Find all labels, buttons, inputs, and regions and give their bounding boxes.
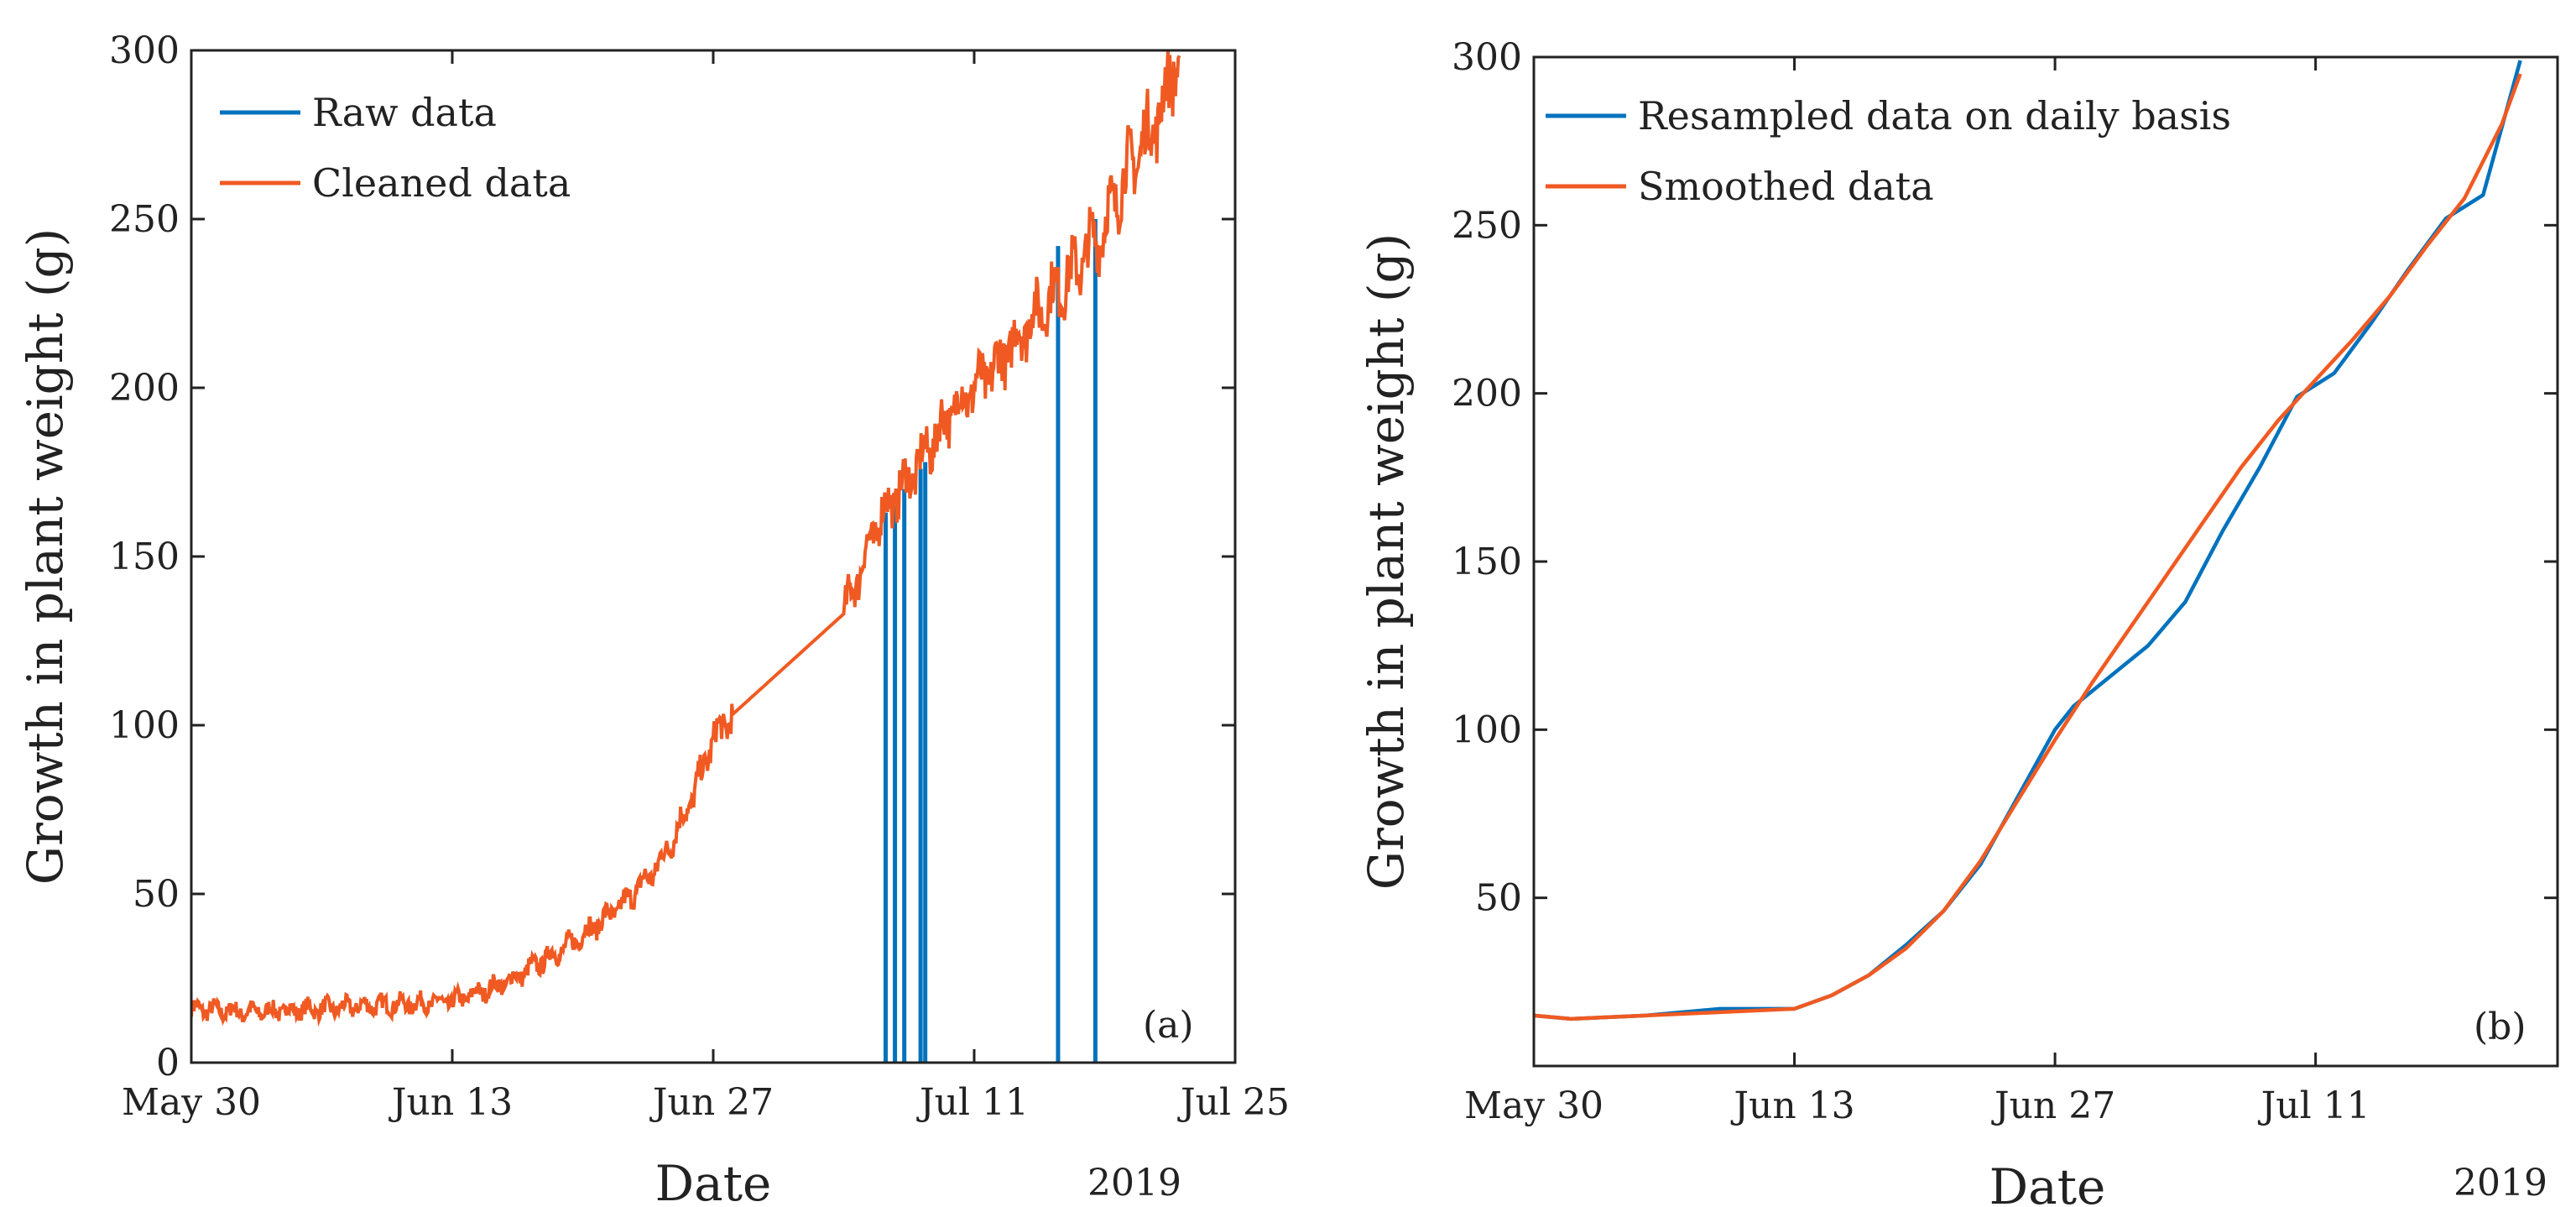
x-tick-label: May 30 [122, 1081, 261, 1124]
y-tick-label: 250 [1452, 204, 1522, 247]
series-line-smoothed-data [1534, 73, 2522, 1022]
y-tick-label: 250 [109, 198, 180, 241]
legend-label-resampled: Resampled data on daily basis [1638, 93, 2231, 138]
series-line-cleaned-data [191, 50, 1181, 1027]
x-tick-label: Jun 27 [1991, 1084, 2115, 1127]
y-tick-label: 200 [109, 367, 180, 410]
y-tick-label: 50 [1475, 877, 1522, 920]
panel-b-legend: Resampled data on daily basis Smoothed d… [1546, 93, 2231, 209]
x-tick-label: Jun 13 [1730, 1084, 1854, 1127]
y-tick-label: 50 [133, 873, 180, 916]
x-tick-label: Jul 25 [1177, 1081, 1290, 1124]
panel-b-ticks: 50 100 150 200 250 300 May 30 Jun 13 Jun 27 Jul 1… [1452, 36, 2558, 1127]
panel-b-year-label: 2019 [2453, 1162, 2547, 1204]
y-tick-label: 200 [1452, 373, 1522, 415]
legend-label-smoothed: Smoothed data [1638, 164, 1934, 209]
y-tick-label: 300 [109, 29, 180, 72]
panel-a-ticks: 0 50 100 150 200 250 300 May 30 Jun 13 Jun 27 Jul … [109, 29, 1290, 1124]
legend-label-cleaned: Cleaned data [312, 160, 571, 206]
panel-b-plot-area [1534, 60, 2522, 1022]
x-tick-label: Jun 13 [388, 1081, 513, 1124]
panel-b: 50 100 150 200 250 300 May 30 Jun 13 Jun 27 Jul 1… [1358, 36, 2559, 1207]
panel-a-tag: (a) [1143, 1004, 1194, 1047]
panel-a-year-label: 2019 [1087, 1162, 1181, 1204]
y-tick-label: 300 [1452, 36, 1522, 79]
x-tick-label: Jul 11 [2258, 1084, 2370, 1127]
panel-a-y-axis-label: Growth in plant weight (g) [17, 228, 74, 886]
panel-b-tag: (b) [2474, 1006, 2526, 1048]
y-tick-label: 150 [1452, 541, 1522, 583]
y-tick-label: 150 [109, 536, 180, 578]
panel-a-legend: Raw data Cleaned data [220, 90, 571, 206]
y-tick-label: 0 [156, 1042, 180, 1084]
x-tick-label: Jul 11 [916, 1081, 1029, 1124]
y-tick-label: 100 [109, 704, 180, 747]
legend-label-raw: Raw data [312, 90, 497, 135]
y-tick-label: 100 [1452, 708, 1522, 751]
panel-a-plot-area [191, 50, 1181, 1063]
panel-a-x-axis-label: Date [655, 1155, 772, 1207]
x-tick-label: May 30 [1464, 1084, 1603, 1127]
panel-a: 0 50 100 150 200 250 300 May 30 Jun 13 Jun 27 Jul … [17, 29, 1290, 1207]
panel-b-x-axis-label: Date [1989, 1158, 2106, 1207]
x-tick-label: Jun 27 [649, 1081, 774, 1124]
panel-b-y-axis-label: Growth in plant weight (g) [1358, 233, 1415, 891]
